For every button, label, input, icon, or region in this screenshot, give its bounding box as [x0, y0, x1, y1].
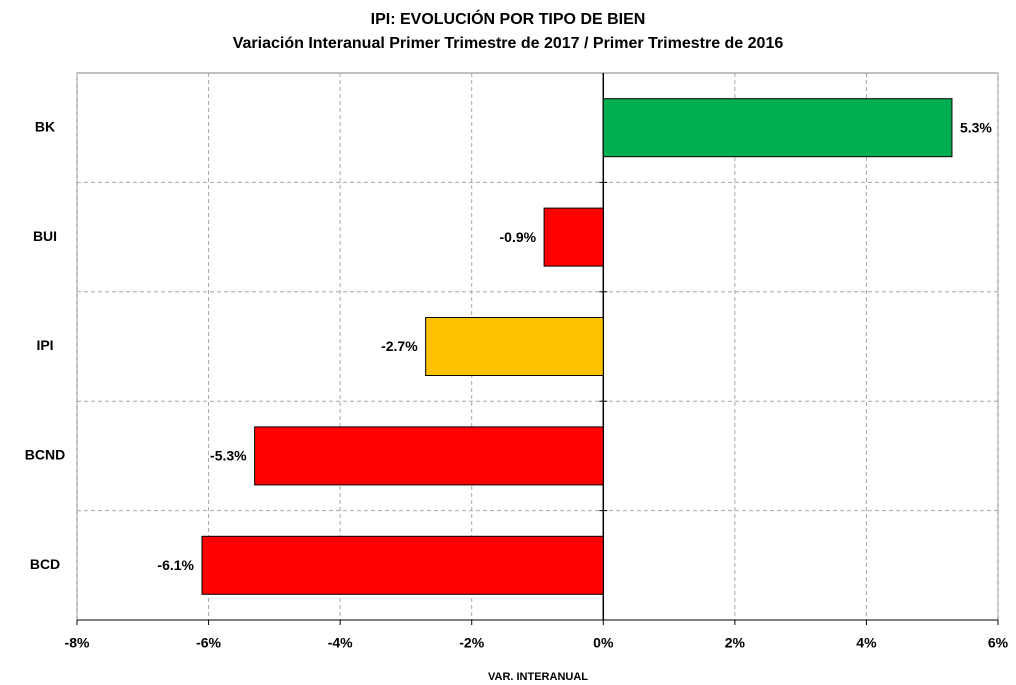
- bar: [543, 207, 604, 267]
- bar: [425, 317, 604, 376]
- chart-title: IPI: EVOLUCIÓN POR TIPO DE BIEN: [371, 9, 646, 28]
- y-tick-label: BCND: [25, 447, 65, 463]
- x-tick-label: -8%: [65, 635, 90, 651]
- chart-subtitle: Variación Interanual Primer Trimestre de…: [233, 35, 784, 52]
- data-label: 5.3%: [960, 119, 992, 135]
- bar: [602, 98, 953, 158]
- x-tick-label: -2%: [459, 635, 484, 651]
- data-label: -5.3%: [210, 448, 247, 464]
- x-tick-label: 4%: [856, 635, 877, 651]
- x-tick-label: -6%: [196, 635, 221, 651]
- y-tick-label: IPI: [36, 337, 53, 353]
- data-label: -0.9%: [500, 229, 537, 245]
- x-axis-title: VAR. INTERANUAL: [488, 671, 588, 683]
- x-tick-label: 6%: [988, 635, 1009, 651]
- data-label: -6.1%: [157, 557, 194, 573]
- y-tick-label: BCD: [30, 556, 60, 572]
- x-tick-label: -4%: [328, 635, 353, 651]
- y-tick-label: BK: [35, 118, 55, 134]
- x-tick-label: 2%: [725, 635, 746, 651]
- y-tick-label: BUI: [33, 228, 57, 244]
- data-label: -2.7%: [381, 338, 418, 354]
- x-tick-label: 0%: [593, 635, 614, 651]
- bar: [254, 426, 604, 486]
- bar: [201, 535, 604, 595]
